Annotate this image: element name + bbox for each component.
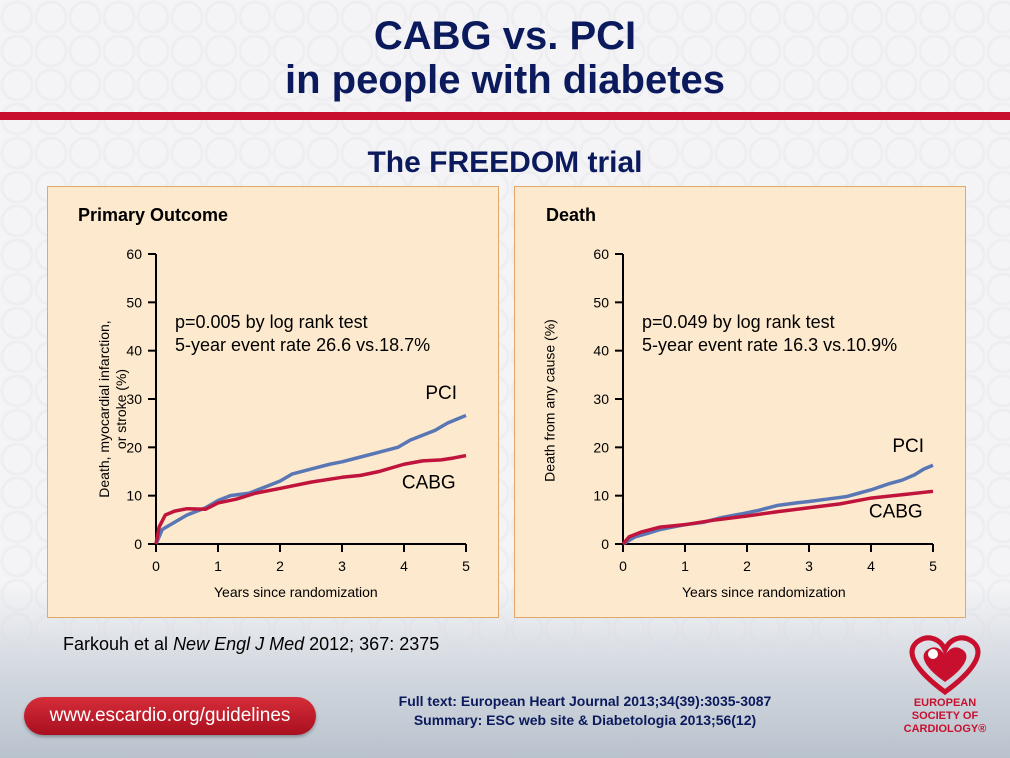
logo-line-3: CARDIOLOGY® <box>903 723 987 735</box>
chart-title: Primary Outcome <box>78 205 229 225</box>
chart-panel-death: Death Death from any cause (%) p=0.049 b… <box>514 186 966 618</box>
guidelines-link[interactable]: www.escardio.org/guidelines <box>24 697 316 735</box>
series-label-pci: PCI <box>892 436 924 457</box>
slide-subtitle: The FREEDOM trial <box>367 146 643 179</box>
series-label-cabg: CABG <box>869 501 923 522</box>
stat-annotation: p=0.049 by log rank test 5-year event ra… <box>642 311 897 357</box>
title-divider <box>0 112 1010 120</box>
series-line-cabg <box>621 489 934 546</box>
x-tick-label: 3 <box>805 558 813 574</box>
x-tick-label: 0 <box>619 558 627 574</box>
x-tick-label: 4 <box>400 558 408 574</box>
x-axis-label: Years since randomization <box>682 584 846 600</box>
series-label-pci: PCI <box>425 383 457 404</box>
reference-text: Full text: European Heart Journal 2013;3… <box>330 692 840 730</box>
x-tick-label: 5 <box>929 558 937 574</box>
series-line-pci <box>622 463 934 546</box>
x-axis-label: Years since randomization <box>214 584 378 600</box>
y-tick-label: 0 <box>601 536 609 552</box>
chart-title: Death <box>546 205 597 225</box>
y-tick-label: 20 <box>593 439 609 455</box>
x-tick-label: 1 <box>214 558 222 574</box>
y-tick-label: 60 <box>126 246 142 262</box>
x-tick-label: 4 <box>867 558 875 574</box>
x-tick-label: 3 <box>338 558 346 574</box>
citation-details: 2012; 367: 2375 <box>304 634 440 654</box>
y-tick-label: 40 <box>126 343 142 359</box>
citation: Farkouh et al New Engl J Med 2012; 367: … <box>63 634 439 655</box>
summary-reference: Summary: ESC web site & Diabetologia 201… <box>413 712 757 728</box>
event-rate-text: 5-year event rate 16.3 vs.10.9% <box>642 335 898 355</box>
y-tick-label: 30 <box>126 391 142 407</box>
logo-line-1: EUROPEAN <box>913 697 977 709</box>
citation-authors: Farkouh et al <box>63 634 174 654</box>
y-tick-label: 10 <box>126 488 142 504</box>
citation-journal: New Engl J Med <box>173 634 305 654</box>
y-tick-label: 60 <box>593 246 609 262</box>
esc-logo-text: EUROPEAN SOCIETY OF CARDIOLOGY® <box>890 697 1000 736</box>
slide-title: CABG vs. PCI in people with diabetes <box>0 14 1010 102</box>
y-tick-label: 50 <box>126 294 142 310</box>
title-line-2: in people with diabetes <box>284 58 726 102</box>
title-line-1: CABG vs. PCI <box>373 14 637 58</box>
chart-panel-primary-outcome: Primary Outcome Death, myocardial infarc… <box>47 186 499 618</box>
p-value-text: p=0.049 by log rank test <box>642 312 835 332</box>
chart-svg: 0 10 20 30 40 50 60 0 1 2 3 4 5 PCI CABG <box>593 246 937 574</box>
series-line-cabg <box>154 453 467 545</box>
chart-svg: 0 10 20 30 40 50 60 0 1 2 3 4 5 PCI CABG <box>126 246 470 574</box>
x-tick-label: 2 <box>743 558 751 574</box>
logo-line-2: SOCIETY OF <box>911 710 979 722</box>
y-tick-label: 20 <box>126 439 142 455</box>
y-tick-label: 30 <box>593 391 609 407</box>
full-text-reference: Full text: European Heart Journal 2013;3… <box>398 693 772 709</box>
y-tick-label: 10 <box>593 488 609 504</box>
x-tick-label: 0 <box>152 558 160 574</box>
stat-annotation: p=0.005 by log rank test 5-year event ra… <box>175 311 430 357</box>
x-tick-label: 5 <box>462 558 470 574</box>
p-value-text: p=0.005 by log rank test <box>175 312 368 332</box>
y-tick-label: 40 <box>593 343 609 359</box>
x-tick-label: 2 <box>276 558 284 574</box>
series-label-cabg: CABG <box>402 472 456 493</box>
x-tick-label: 1 <box>681 558 689 574</box>
event-rate-text: 5-year event rate 26.6 vs.18.7% <box>175 335 431 355</box>
esc-heart-logo-icon <box>909 635 981 696</box>
y-tick-label: 50 <box>593 294 609 310</box>
y-tick-label: 0 <box>134 536 142 552</box>
